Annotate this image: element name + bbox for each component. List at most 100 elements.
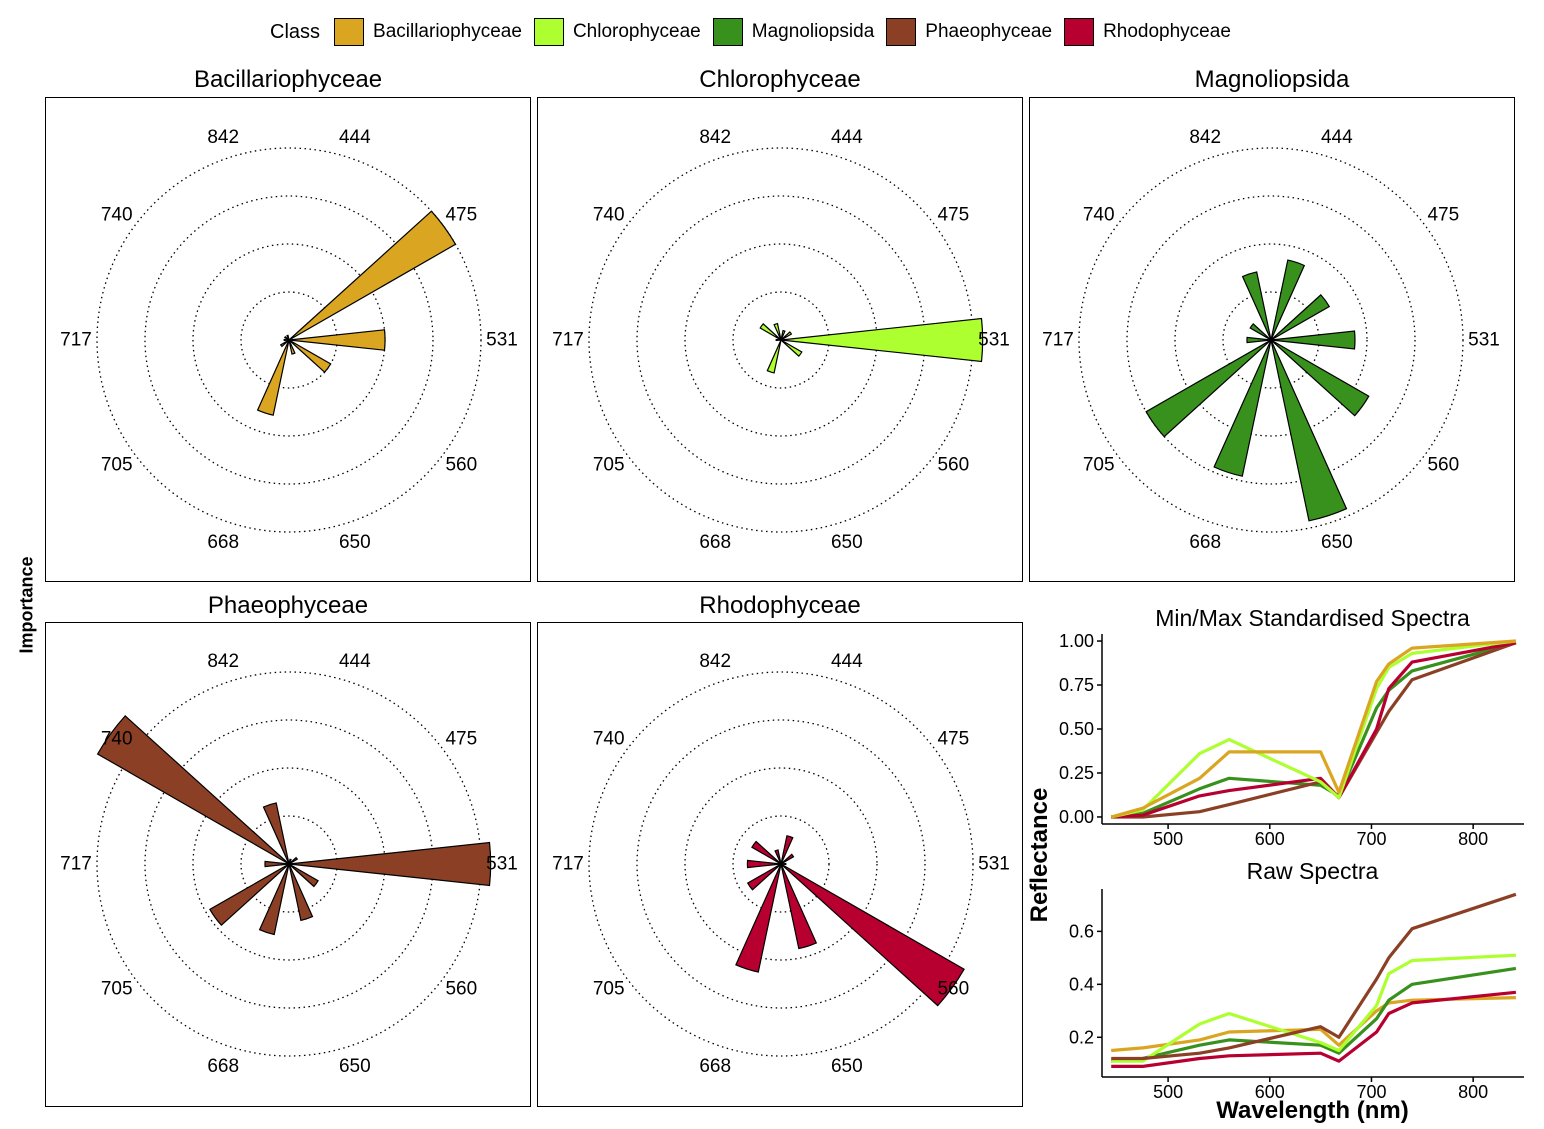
panel-title-raw-spectra: Raw Spectra [1246, 858, 1379, 884]
polar-bar-717 [283, 338, 290, 342]
legend-key-magnoliopsida [712, 18, 743, 46]
x-tick-label: 700 [1356, 1082, 1386, 1102]
category-label: 560 [937, 455, 969, 476]
category-label: 740 [593, 728, 625, 749]
polar-bar-717 [264, 860, 290, 868]
legend-label: Bacillariophyceae [373, 21, 522, 42]
series-line-magnoliopsida [1111, 966, 1517, 1063]
category-label: 475 [937, 204, 969, 225]
panel-frame-chlorophyceae [537, 97, 1023, 582]
x-tick-label: 600 [1255, 1082, 1285, 1102]
polar-bar-475 [780, 853, 795, 865]
y-tick-label: 0.2 [1069, 1027, 1094, 1047]
polar-bar-531 [780, 862, 787, 866]
polar-bar-740 [759, 323, 782, 341]
category-label: 444 [339, 651, 371, 672]
x-tick-label: 500 [1153, 829, 1183, 849]
category-label: 717 [1042, 330, 1074, 351]
polar-bar-740 [96, 715, 290, 865]
polar-bar-705 [279, 339, 290, 348]
legend-key-rhodophyceae [1064, 18, 1095, 46]
category-label: 717 [552, 330, 584, 351]
polar-bar-444 [1270, 259, 1306, 341]
polar-chart-bacillariophyceae: 444 475 531 560 650 668 705 717 740 842 [60, 127, 518, 553]
polar-bar-475 [780, 331, 793, 341]
series-line-rhodophyceae [1111, 990, 1517, 1069]
polar-bar-444 [780, 835, 794, 865]
polar-bar-560 [288, 863, 319, 888]
polar-bar-740 [283, 335, 290, 341]
category-label: 668 [1189, 532, 1221, 553]
legend-key-chlorophyceae [533, 18, 564, 46]
polar-chart-magnoliopsida: 444 475 531 560 650 668 705 717 740 842 [1042, 127, 1500, 553]
polar-bar-740 [1249, 323, 1272, 341]
category-label: 717 [60, 854, 92, 875]
grid-ring [1174, 243, 1368, 437]
polar-bar-444 [780, 329, 786, 341]
legend-item-chlorophyceae: Chlorophyceae [533, 18, 701, 46]
panel-frame-bacillariophyceae [45, 97, 531, 582]
polar-bar-705 [746, 863, 782, 891]
category-label: 842 [207, 127, 239, 148]
category-label: 717 [60, 330, 92, 351]
panel-frame-phaeophyceae [45, 622, 531, 1107]
polar-bar-650 [288, 863, 314, 922]
grid-ring [636, 719, 926, 1009]
category-label: 531 [1468, 330, 1500, 351]
category-label: 444 [831, 651, 863, 672]
line-chart-minmax: 500 600 700 800 0.00 0.25 0.50 0.75 1.00 [1059, 631, 1524, 849]
polar-bar-475 [288, 856, 299, 865]
polar-bar-705 [209, 863, 290, 927]
legend-item-rhodophyceae: Rhodophyceae [1064, 18, 1231, 46]
legend-item-phaeophyceae: Phaeophyceae [886, 18, 1052, 46]
category-label: 717 [552, 854, 584, 875]
polar-chart-rhodophyceae: 444 475 531 560 650 668 705 717 740 842 [552, 651, 1010, 1077]
polar-bar-650 [288, 339, 296, 355]
category-label: 650 [831, 1056, 863, 1077]
legend-item-magnoliopsida: Magnoliopsida [712, 18, 875, 46]
series-line-magnoliopsida [1111, 641, 1517, 819]
polar-bar-668 [256, 339, 290, 416]
polar-bar-560 [1270, 339, 1370, 417]
panel-title-bacillariophyceae: Bacillariophyceae [193, 66, 383, 93]
legend-key-bacillariophyceae [334, 18, 365, 46]
polar-chart-chlorophyceae: 444 475 531 560 650 668 705 717 740 842 [552, 127, 1010, 553]
wavelength-axis-title: Wavelength (nm) [1216, 1097, 1409, 1124]
polar-bar-668 [766, 339, 782, 374]
series-line-phaeophyceae [1111, 641, 1517, 819]
legend-item-bacillariophyceae: Bacillariophyceae [334, 18, 522, 46]
y-tick-label: 0.6 [1069, 921, 1094, 941]
category-label: 668 [699, 532, 731, 553]
x-tick-label: 500 [1153, 1082, 1183, 1102]
grid-ring [144, 195, 434, 485]
category-label: 531 [486, 854, 518, 875]
legend: Class Bacillariophyceae Chlorophyceae Ma… [0, 14, 1544, 50]
polar-bar-560 [780, 863, 965, 1007]
polar-bar-650 [780, 863, 818, 950]
category-label: 705 [101, 455, 133, 476]
polar-bar-842 [1241, 271, 1272, 341]
polar-bar-475 [288, 210, 457, 341]
category-label: 560 [445, 455, 477, 476]
category-label: 740 [101, 728, 133, 749]
polar-bar-842 [774, 849, 782, 865]
polar-bar-668 [258, 863, 290, 936]
legend-label: Magnoliopsida [751, 21, 875, 42]
category-label: 444 [339, 127, 371, 148]
category-label: 475 [1427, 204, 1459, 225]
polar-bar-842 [773, 322, 782, 341]
panel-title-minmax-spectra: Min/Max Standardised Spectra [1155, 605, 1470, 631]
line-chart-raw: 500 600 700 800 0.2 0.4 0.6 [1069, 889, 1524, 1102]
y-tick-label: 0.25 [1059, 763, 1094, 783]
polar-bar-668 [735, 863, 782, 973]
y-tick-label: 1.00 [1059, 631, 1094, 651]
legend-label: Rhodophyceae [1103, 21, 1231, 42]
category-label: 444 [1321, 127, 1353, 148]
category-label: 650 [1321, 532, 1353, 553]
grid-ring [732, 815, 830, 913]
panel-title-phaeophyceae: Phaeophyceae [207, 592, 369, 619]
category-label: 705 [593, 455, 625, 476]
polar-bar-475 [1270, 294, 1331, 341]
y-tick-label: 0.4 [1069, 974, 1094, 994]
